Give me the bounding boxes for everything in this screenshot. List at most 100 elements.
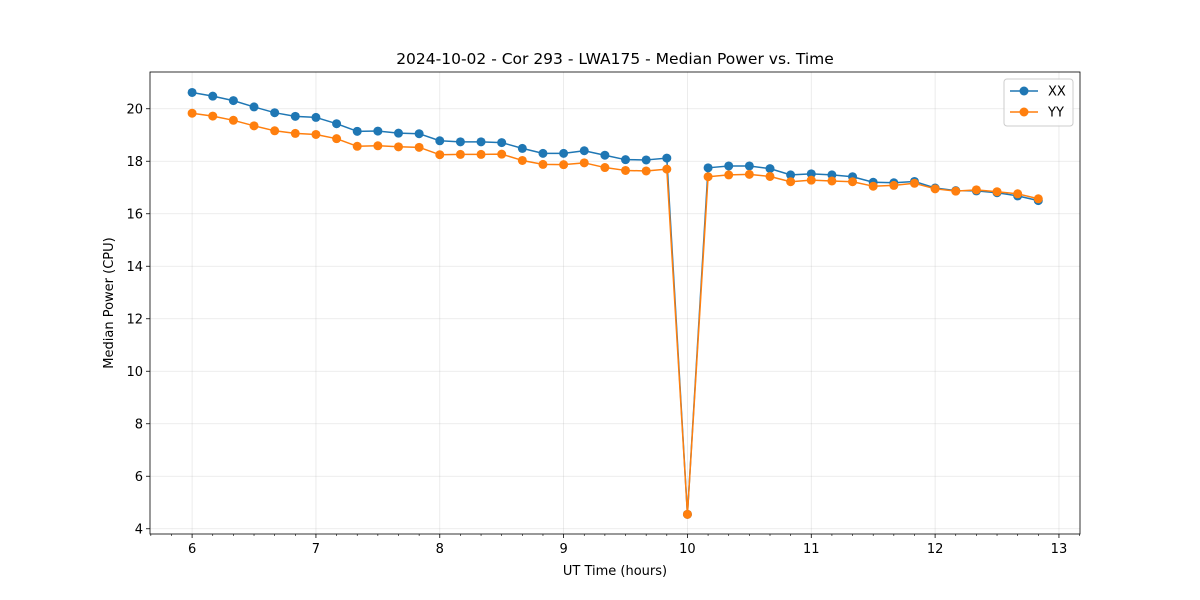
data-point-xx bbox=[435, 136, 445, 146]
y-tick-label: 6 bbox=[135, 470, 143, 485]
x-tick-label: 9 bbox=[559, 542, 567, 557]
y-axis-label: Median Power (CPU) bbox=[102, 237, 117, 368]
x-tick-label: 6 bbox=[188, 542, 196, 557]
data-point-yy bbox=[497, 149, 507, 159]
chart-title: 2024-10-02 - Cor 293 - LWA175 - Median P… bbox=[396, 50, 834, 68]
y-tick-label: 16 bbox=[126, 207, 143, 222]
data-point-xx bbox=[497, 138, 507, 148]
data-point-yy bbox=[971, 185, 981, 195]
legend-label-yy: YY bbox=[1047, 106, 1064, 121]
x-tick-label: 11 bbox=[803, 542, 820, 557]
y-tick-label: 14 bbox=[126, 260, 143, 275]
data-point-yy bbox=[806, 175, 816, 185]
x-tick-label: 13 bbox=[1051, 542, 1068, 557]
data-point-xx bbox=[621, 155, 631, 165]
data-point-xx bbox=[414, 129, 424, 139]
y-tick-label: 4 bbox=[135, 522, 143, 537]
y-tick-label: 8 bbox=[135, 417, 143, 432]
data-point-xx bbox=[476, 137, 486, 147]
data-point-yy bbox=[270, 126, 280, 136]
data-point-yy bbox=[435, 150, 445, 160]
data-point-yy bbox=[909, 178, 919, 188]
data-point-xx bbox=[600, 150, 610, 160]
data-point-xx bbox=[249, 102, 259, 112]
data-point-yy bbox=[889, 180, 899, 190]
data-point-xx bbox=[208, 91, 218, 101]
data-point-yy bbox=[827, 176, 837, 186]
legend-marker-xx bbox=[1019, 86, 1029, 96]
data-point-xx bbox=[806, 169, 816, 179]
data-point-xx bbox=[559, 148, 569, 158]
y-tick-label: 12 bbox=[126, 312, 143, 327]
data-point-yy bbox=[373, 141, 383, 151]
legend-label-xx: XX bbox=[1048, 85, 1066, 100]
data-point-xx bbox=[538, 148, 548, 158]
data-point-xx bbox=[270, 108, 280, 118]
plot-area bbox=[187, 87, 1043, 519]
grid bbox=[150, 72, 1080, 534]
legend-marker-yy bbox=[1019, 107, 1029, 117]
y-tick-label: 10 bbox=[126, 365, 143, 380]
data-point-yy bbox=[951, 186, 961, 196]
legend: XX YY bbox=[1003, 78, 1074, 127]
data-point-yy bbox=[662, 164, 672, 174]
data-point-yy bbox=[682, 509, 692, 519]
data-point-xx bbox=[786, 170, 796, 180]
y-tick-label: 18 bbox=[126, 155, 143, 170]
axes-frame bbox=[149, 71, 1081, 535]
x-tick-label: 12 bbox=[927, 542, 944, 557]
data-point-yy bbox=[393, 142, 403, 152]
data-point-xx bbox=[228, 96, 238, 106]
data-point-yy bbox=[187, 108, 197, 118]
data-point-yy bbox=[538, 159, 548, 169]
x-tick-label: 7 bbox=[312, 542, 320, 557]
data-point-xx bbox=[765, 164, 775, 174]
data-point-yy bbox=[579, 158, 589, 168]
data-point-yy bbox=[414, 142, 424, 152]
data-point-yy bbox=[249, 121, 259, 131]
y-tick-label: 20 bbox=[126, 102, 143, 117]
data-point-xx bbox=[352, 126, 362, 136]
x-axis-label: UT Time (hours) bbox=[563, 564, 667, 579]
data-point-xx bbox=[724, 161, 734, 171]
data-point-yy bbox=[208, 111, 218, 121]
data-point-yy bbox=[868, 181, 878, 191]
data-point-yy bbox=[641, 166, 651, 176]
data-point-yy bbox=[744, 169, 754, 179]
data-point-xx bbox=[662, 153, 672, 163]
data-point-yy bbox=[1013, 189, 1023, 199]
data-point-yy bbox=[455, 149, 465, 159]
data-point-yy bbox=[332, 134, 342, 144]
data-point-xx bbox=[703, 163, 713, 173]
data-point-yy bbox=[559, 160, 569, 170]
data-point-yy bbox=[848, 177, 858, 187]
data-point-xx bbox=[579, 146, 589, 156]
data-point-yy bbox=[765, 171, 775, 181]
data-point-xx bbox=[455, 137, 465, 147]
x-tick-label: 10 bbox=[679, 542, 696, 557]
data-point-yy bbox=[352, 141, 362, 151]
data-point-yy bbox=[311, 129, 321, 139]
data-point-yy bbox=[290, 128, 300, 138]
data-point-xx bbox=[641, 155, 651, 165]
data-point-yy bbox=[476, 149, 486, 159]
data-point-xx bbox=[744, 161, 754, 171]
data-point-xx bbox=[373, 126, 383, 136]
data-point-yy bbox=[930, 184, 940, 194]
data-point-xx bbox=[517, 143, 527, 153]
x-tick-label: 8 bbox=[436, 542, 444, 557]
data-point-yy bbox=[703, 172, 713, 182]
data-point-xx bbox=[187, 87, 197, 97]
data-point-yy bbox=[517, 155, 527, 165]
data-point-xx bbox=[332, 119, 342, 129]
data-point-yy bbox=[621, 165, 631, 175]
data-point-xx bbox=[393, 128, 403, 138]
data-point-yy bbox=[724, 170, 734, 180]
data-point-yy bbox=[228, 115, 238, 125]
data-point-yy bbox=[786, 177, 796, 187]
data-point-yy bbox=[992, 187, 1002, 197]
data-point-yy bbox=[600, 163, 610, 173]
data-point-yy bbox=[1033, 194, 1043, 204]
